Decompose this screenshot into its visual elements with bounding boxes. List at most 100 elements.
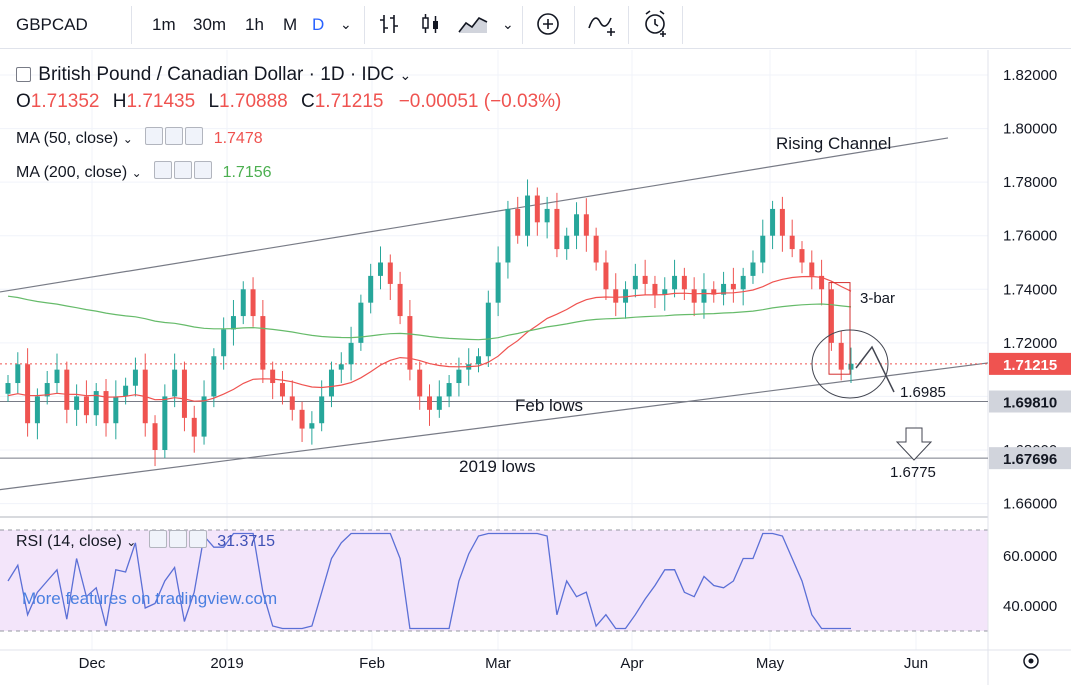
interval-1m[interactable]: 1m (152, 15, 176, 34)
candle-body (250, 289, 256, 317)
time-tick-label: Dec (79, 655, 106, 672)
ma50-value: 1.7478 (213, 130, 263, 147)
chevron-down-icon[interactable]: ⌄ (399, 67, 412, 83)
watermark: More features on tradingview.com (22, 589, 278, 608)
remove-icon[interactable] (194, 161, 213, 179)
settings-icon[interactable] (174, 161, 193, 179)
toolbar-divider (364, 6, 365, 44)
candle-body (152, 423, 158, 450)
candle-body (270, 369, 276, 384)
candle-body (123, 385, 129, 397)
indicators-icon[interactable] (587, 10, 619, 38)
low-label: L (208, 91, 220, 112)
chevron-down-icon[interactable]: ⌄ (131, 166, 142, 180)
candle-body (211, 356, 217, 397)
visibility-icon[interactable] (148, 530, 167, 548)
candle-body (534, 195, 540, 223)
alert-icon[interactable] (641, 9, 671, 39)
ma200-value: 1.7156 (222, 164, 272, 181)
price-badge (989, 352, 1071, 375)
candle-body (672, 275, 678, 290)
legend-title-row: British Pound / Canadian Dollar · 1D · I… (16, 64, 411, 86)
candle-body (642, 275, 648, 284)
chevron-down-icon[interactable]: ⌄ (126, 535, 137, 549)
candle-body (721, 283, 727, 295)
interval-day[interactable]: D (312, 15, 325, 34)
interval-30m[interactable]: 30m (193, 15, 227, 34)
candle-body (113, 396, 119, 424)
arrow-down-icon (895, 427, 933, 461)
rsi-label: RSI (14, close) (16, 533, 122, 550)
visibility-icon[interactable] (145, 127, 164, 145)
lows-2019-label: 2019 lows (459, 457, 536, 476)
candle-body (93, 391, 99, 416)
legend-title: British Pound / Canadian Dollar · 1D · I… (38, 64, 395, 85)
low-value: 1.70888 (219, 91, 288, 112)
candle-body (240, 289, 246, 317)
chevron-down-icon[interactable]: ⌄ (122, 132, 133, 146)
collapse-legend-icon[interactable] (16, 67, 31, 82)
top-toolbar: GBPCAD 1m 30m 1h M D ⌄ ⌄ (0, 0, 1071, 49)
candle-body (505, 208, 511, 263)
candle-style-icon[interactable] (419, 12, 443, 36)
candle-body (485, 302, 491, 357)
candle-body (691, 289, 697, 303)
candle-body (44, 383, 50, 397)
candle-body (436, 396, 442, 410)
candle-body (789, 235, 795, 250)
candle-body (338, 364, 344, 370)
candle-body (201, 396, 207, 437)
settings-icon[interactable] (165, 127, 184, 145)
close-label: C (301, 91, 315, 112)
visibility-icon[interactable] (154, 161, 173, 179)
candle-body (632, 275, 638, 290)
add-compare-icon[interactable] (536, 12, 560, 36)
interval-1h[interactable]: 1h (245, 15, 264, 34)
time-tick-label: May (756, 655, 785, 672)
candle-body (476, 356, 482, 365)
ma200-legend: MA (200, close) ⌄ 1.7156 (16, 161, 272, 182)
symbol-search[interactable]: GBPCAD (16, 15, 88, 34)
candle-body (397, 283, 403, 317)
candle-body (172, 369, 178, 397)
remove-icon[interactable] (188, 530, 207, 548)
candle-body (515, 208, 521, 236)
candle-body (456, 369, 462, 384)
candle-body (54, 369, 60, 384)
candle-body (770, 208, 776, 236)
chevron-down-icon[interactable]: ⌄ (502, 16, 514, 32)
interval-month[interactable]: M (283, 15, 298, 34)
high-value: 1.71435 (126, 91, 196, 112)
settings-gear-icon[interactable] (1023, 653, 1039, 669)
bar-style-icon[interactable] (378, 12, 402, 36)
area-style-icon[interactable] (457, 12, 489, 36)
rising-channel-label: Rising Channel (776, 134, 891, 153)
candle-body (230, 316, 236, 330)
candle-body (348, 342, 354, 365)
change-value: −0.00051 (−0.03%) (398, 91, 562, 112)
candle-body (15, 364, 21, 384)
candle-body (603, 262, 609, 290)
toolbar-divider (628, 6, 629, 44)
remove-icon[interactable] (185, 127, 204, 145)
close-value: 1.71215 (314, 91, 384, 112)
candle-body (779, 208, 785, 236)
open-value: 1.71352 (30, 91, 100, 112)
candle-body (34, 396, 40, 424)
toolbar-divider (682, 6, 683, 44)
channel-upper-line (0, 137, 949, 293)
chevron-down-icon[interactable]: ⌄ (340, 16, 352, 32)
price-badge (989, 447, 1071, 470)
high-label: H (112, 91, 127, 112)
settings-icon[interactable] (168, 530, 187, 548)
candle-body (446, 383, 452, 397)
candle-body (417, 369, 423, 397)
ma200-line (7, 295, 852, 341)
price-badge-label: 1.67696 (1003, 451, 1057, 468)
candle-body (799, 249, 805, 263)
ohlc-row: O1.71352 H1.71435 L1.70888 C1.71215 −0.0… (16, 91, 561, 113)
candle-body (103, 391, 109, 424)
candle-body (83, 396, 89, 416)
time-tick-label: Apr (620, 655, 643, 672)
candle-body (681, 275, 687, 290)
